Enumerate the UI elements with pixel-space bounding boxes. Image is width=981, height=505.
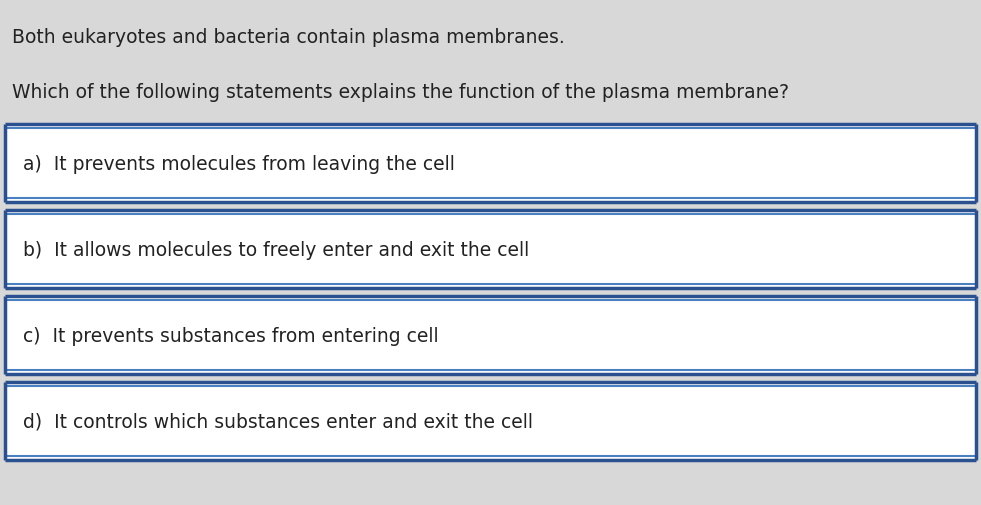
- Text: b)  It allows molecules to freely enter and exit the cell: b) It allows molecules to freely enter a…: [23, 240, 530, 259]
- Bar: [5, 382, 976, 460]
- Text: Both eukaryotes and bacteria contain plasma membranes.: Both eukaryotes and bacteria contain pla…: [12, 28, 565, 47]
- Text: Which of the following statements explains the function of the plasma membrane?: Which of the following statements explai…: [12, 83, 789, 102]
- Text: d)  It controls which substances enter and exit the cell: d) It controls which substances enter an…: [23, 412, 533, 431]
- Bar: [5, 125, 976, 203]
- Text: c)  It prevents substances from entering cell: c) It prevents substances from entering …: [23, 326, 439, 345]
- Bar: [5, 296, 976, 374]
- Bar: [5, 211, 976, 288]
- Text: a)  It prevents molecules from leaving the cell: a) It prevents molecules from leaving th…: [23, 154, 455, 173]
